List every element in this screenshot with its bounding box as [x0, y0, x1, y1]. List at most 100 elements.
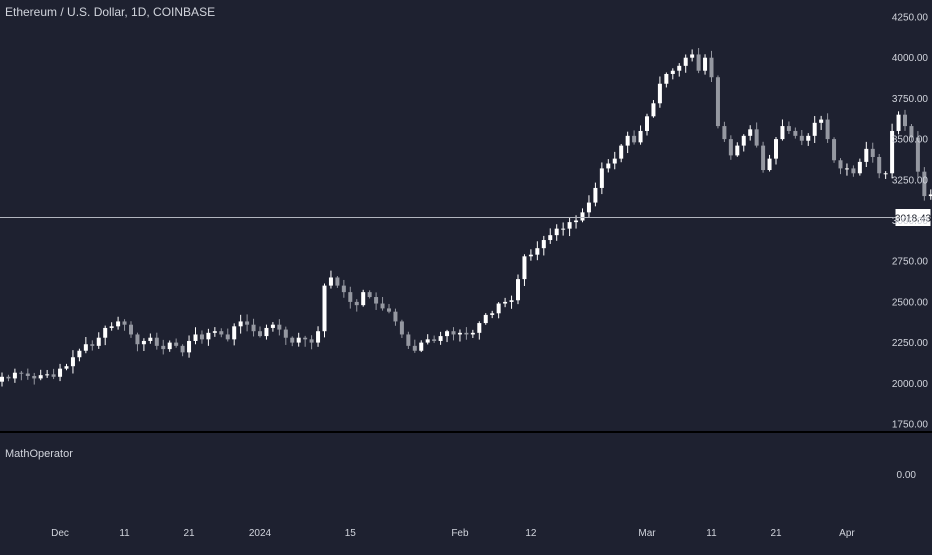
candle-body — [722, 126, 726, 139]
candle-body — [110, 326, 114, 328]
candle-body — [458, 333, 462, 335]
candle-body — [490, 313, 494, 315]
indicator-axis: 0.00 — [897, 470, 917, 481]
candle-body — [52, 374, 56, 376]
candle-body — [226, 334, 230, 339]
price-tick-label: 1750.00 — [892, 420, 929, 431]
candle-body — [329, 277, 333, 285]
price-tick-label: 3500.00 — [892, 135, 929, 146]
candle-body — [871, 149, 875, 157]
candle-body — [568, 222, 572, 229]
candle-body — [793, 131, 797, 136]
price-tick-label: 4000.00 — [892, 53, 929, 64]
candle-body — [484, 315, 488, 323]
candle-body — [535, 248, 539, 255]
candle-body — [168, 343, 172, 350]
candle-body — [832, 139, 836, 160]
candle-body — [826, 120, 830, 140]
candle-body — [703, 58, 707, 71]
candle-body — [510, 300, 514, 302]
candle-body — [555, 229, 559, 236]
candle-body — [310, 339, 314, 342]
candle-body — [639, 131, 643, 142]
candle-body — [187, 341, 191, 352]
price-tick-label: 3000.00 — [892, 216, 929, 227]
candle-body — [845, 168, 849, 169]
time-tick-label: 21 — [183, 528, 195, 539]
candle-body — [6, 377, 10, 379]
candle-body — [19, 373, 23, 374]
candle-body — [897, 115, 901, 131]
candle-body — [206, 333, 210, 340]
candle-body — [877, 157, 881, 173]
candle-body — [155, 338, 159, 346]
candle-body — [219, 331, 223, 334]
candle-body — [735, 146, 739, 156]
candle-body — [677, 66, 681, 71]
candle-body — [65, 366, 69, 368]
price-tick-label: 2750.00 — [892, 257, 929, 268]
candle-body — [522, 256, 526, 279]
candle-body — [39, 375, 43, 378]
candle-body — [271, 325, 275, 328]
candle-body — [413, 346, 417, 351]
price-tick-label: 2500.00 — [892, 297, 929, 308]
candle-body — [710, 58, 714, 78]
candle-body — [84, 344, 88, 351]
candle-body — [729, 139, 733, 155]
candle-body — [600, 168, 604, 188]
time-tick-label: 21 — [770, 528, 782, 539]
candle-body — [323, 286, 327, 332]
candle-body — [432, 339, 436, 341]
candle-body — [819, 120, 823, 123]
candle-body — [406, 334, 410, 345]
candle-body — [613, 159, 617, 164]
candle-body — [574, 221, 578, 223]
candle-body — [761, 146, 765, 170]
candle-body — [181, 346, 185, 353]
candle-body — [135, 334, 139, 344]
time-tick-label: Mar — [638, 528, 656, 539]
candle-body — [284, 330, 288, 338]
candle-body — [439, 336, 443, 341]
indicator-label[interactable]: MathOperator — [5, 448, 73, 460]
candle-body — [71, 357, 75, 366]
candle-body — [387, 308, 391, 311]
candle-body — [645, 116, 649, 131]
candle-body — [194, 334, 198, 341]
candle-body — [593, 188, 597, 203]
candle-body — [697, 54, 701, 70]
candle-body — [77, 351, 81, 358]
symbol-title[interactable]: Ethereum / U.S. Dollar, 1D, COINBASE — [5, 5, 215, 19]
candle-body — [800, 136, 804, 141]
candle-body — [755, 129, 759, 145]
candle-body — [497, 304, 501, 314]
candle-body — [245, 321, 249, 324]
candle-body — [303, 338, 307, 340]
candle-body — [748, 129, 752, 136]
candle-body — [839, 160, 843, 168]
time-tick-label: Apr — [839, 528, 855, 539]
candle-body — [884, 173, 888, 174]
candle-body — [316, 331, 320, 342]
candle-body — [671, 71, 675, 74]
candle-body — [335, 277, 339, 285]
candle-body — [658, 84, 662, 104]
candle-body — [426, 339, 430, 342]
candle-body — [400, 321, 404, 334]
candle-body — [355, 302, 359, 305]
candle-body — [716, 77, 720, 126]
candle-body — [161, 346, 165, 349]
candle-body — [632, 136, 636, 143]
candle-body — [361, 292, 365, 305]
candle-body — [561, 229, 565, 230]
candle-body — [348, 292, 352, 302]
candle-body — [116, 321, 120, 326]
candle-body — [103, 328, 107, 338]
candle-body — [606, 164, 610, 169]
candle-body — [742, 136, 746, 146]
candle-body — [806, 136, 810, 141]
